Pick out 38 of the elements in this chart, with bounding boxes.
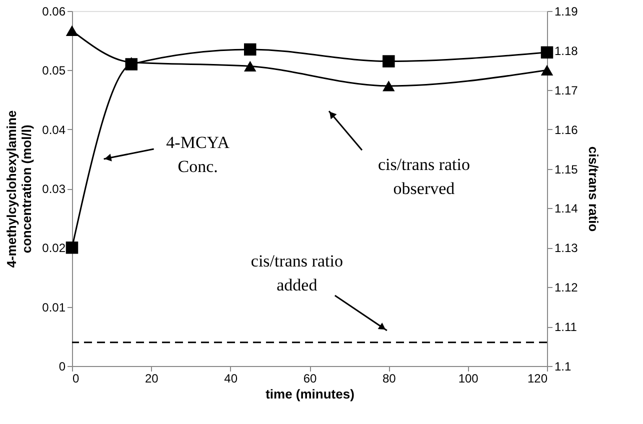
y2-tick-label: 1.14: [554, 202, 578, 216]
x-tick-label: 80: [382, 372, 396, 386]
y2-axis-title: cis/trans ratio: [586, 146, 601, 232]
x-tick-label: 100: [458, 372, 479, 386]
y2-tick-label: 1.13: [554, 241, 578, 256]
y-tick-label: 0.03: [42, 182, 66, 196]
point: [244, 43, 256, 56]
y-tick-label: 0.02: [42, 241, 66, 256]
annotation: cis/trans ratio added: [250, 252, 343, 294]
point: [540, 64, 554, 76]
y2-tick-label: 1.16: [554, 122, 578, 137]
y2-tick-label: 1.19: [554, 4, 578, 18]
y2-tick-label: 1.1: [554, 360, 572, 374]
y-tick-label: 0.04: [42, 122, 66, 137]
y2-tick-label: 1.18: [554, 44, 578, 58]
x-tick-label: 120: [527, 372, 548, 386]
point: [66, 25, 78, 36]
point: [540, 46, 554, 59]
point: [66, 242, 78, 254]
x-tick-label: 40: [224, 372, 238, 386]
y2-tick-label: 1.11: [554, 320, 578, 334]
y-tick-label: 0.06: [42, 4, 66, 18]
annotation: cis/trans ratio observed: [378, 155, 470, 198]
y-tick-label: 0.01: [42, 300, 66, 314]
x-tick-label: 60: [303, 372, 317, 386]
point: [244, 60, 256, 72]
y-tick-label: 0.05: [42, 64, 66, 78]
point: [382, 55, 395, 68]
y2-tick-label: 1.12: [554, 280, 578, 295]
y2-tick-label: 1.17: [554, 83, 578, 98]
x-tick-label: 0: [72, 372, 80, 386]
y-tick-label: 0: [58, 360, 66, 374]
x-tick-label: 20: [144, 372, 159, 386]
y2-tick-label: 1.15: [554, 162, 578, 176]
annotation: 4-MCYA Conc.: [166, 133, 230, 176]
x-axis-title: time (minutes): [266, 386, 354, 402]
y-axis-title: 4-methylcyclohexylamine concentration (mol/l): [4, 110, 34, 268]
point: [382, 80, 395, 92]
